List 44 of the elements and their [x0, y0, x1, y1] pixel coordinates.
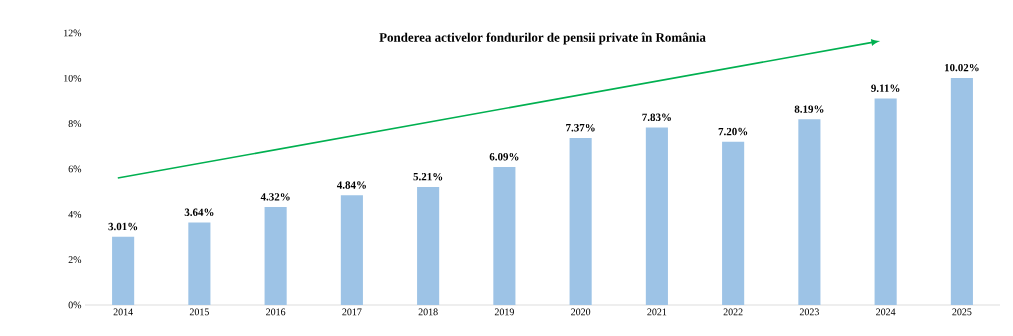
y-tick-label: 2% — [68, 256, 82, 264]
x-tick-label: 2016 — [266, 308, 286, 316]
x-tick-label: 2017 — [342, 308, 362, 316]
x-tick-label: 2023 — [799, 308, 819, 316]
bar — [569, 137, 592, 305]
chart-title: Ponderea activelor fondurilor de pensii private în România — [379, 32, 706, 45]
x-tick-label: 2025 — [952, 308, 972, 316]
bar — [722, 141, 745, 305]
bar — [112, 236, 135, 305]
x-tick-label: 2019 — [494, 308, 514, 316]
y-tick-label: 0% — [68, 301, 82, 309]
data-label: 7.37% — [566, 124, 595, 132]
data-label: 6.09% — [489, 153, 519, 161]
data-label: 4.84% — [336, 181, 366, 189]
x-tick-label: 2020 — [571, 308, 591, 316]
x-tick-label: 2022 — [723, 308, 743, 316]
y-tick-label: 12% — [64, 29, 82, 37]
data-label: 7.20% — [718, 127, 748, 136]
bar — [264, 207, 287, 305]
y-tick-label: 4% — [68, 210, 82, 218]
x-tick-label: 2021 — [647, 308, 667, 316]
y-tick-label: 10% — [64, 74, 82, 82]
data-label: 4.32% — [260, 193, 290, 201]
data-label: 7.83% — [642, 113, 671, 122]
x-tick-label: 2018 — [418, 308, 438, 316]
bar — [493, 166, 516, 305]
bar — [645, 127, 668, 305]
bar — [950, 77, 973, 305]
y-tick-label: 6% — [68, 165, 82, 173]
x-tick-label: 2024 — [876, 308, 896, 316]
x-tick-label: 2015 — [189, 308, 209, 316]
bar — [417, 186, 440, 305]
data-label: 8.19% — [794, 105, 824, 113]
data-label: 9.11% — [871, 84, 900, 92]
data-label: 3.01% — [108, 222, 138, 231]
x-tick-label: 2014 — [113, 308, 133, 316]
bar — [188, 222, 211, 305]
data-label: 3.64% — [184, 208, 214, 216]
y-tick-label: 8% — [68, 120, 82, 128]
bar — [340, 195, 363, 305]
data-label: 5.21% — [413, 172, 443, 181]
bar — [874, 98, 897, 305]
bar — [798, 119, 821, 305]
data-label: 10.02% — [944, 63, 979, 72]
